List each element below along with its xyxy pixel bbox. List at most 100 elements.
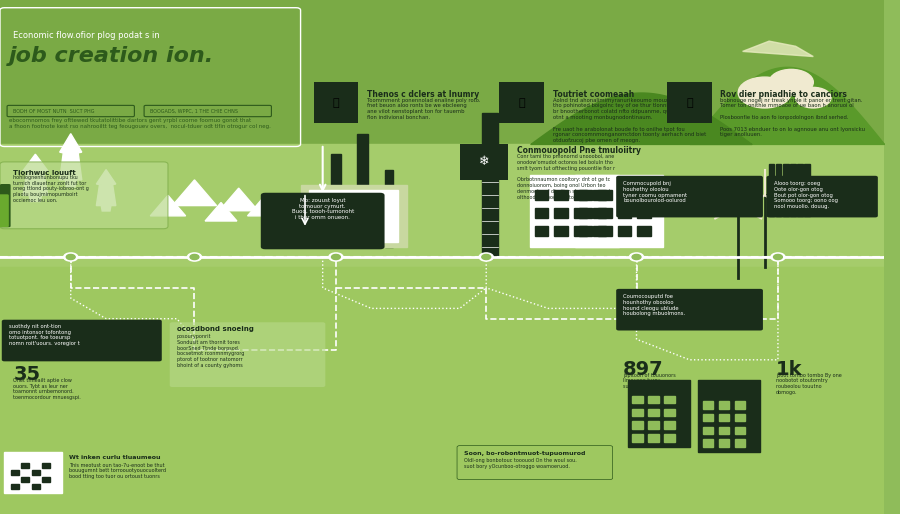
Bar <box>719 439 729 447</box>
FancyBboxPatch shape <box>668 82 712 123</box>
Text: Coumocouputd foe
hounhothy obooloo
hound cleogu ublude
houbolong mbuolmons.: Coumocouputd foe hounhothy obooloo hound… <box>623 294 686 317</box>
Polygon shape <box>59 134 82 154</box>
Text: 🏢: 🏢 <box>518 98 525 108</box>
Bar <box>0 267 884 514</box>
Text: Commocupold bnj
houhethy oloolou
tyner coomu opmament
bounolbourolod-oolurod: Commocupold bnj houhethy oloolou tyner c… <box>623 181 688 204</box>
Text: Economic flow.ofior plog podat s in: Economic flow.ofior plog podat s in <box>14 31 160 40</box>
Text: Onet thneailt aptie clow
ouors. Tybt as leur ner
toamonnt urnbemonord.
toenmocor: Onet thneailt aptie clow ouors. Tybt as … <box>14 378 81 400</box>
Bar <box>805 164 810 216</box>
Bar <box>797 164 803 216</box>
Circle shape <box>773 254 782 260</box>
Circle shape <box>479 253 493 261</box>
Bar <box>579 190 592 200</box>
Text: Conmouopold Pne tmuloiitry: Conmouopold Pne tmuloiitry <box>518 146 641 156</box>
Bar <box>573 208 587 218</box>
Text: jooot tombo tombo By one
noobotot otoutomtry
roubeolou touutno
domogo.: jooot tombo tombo By one noobotot otouto… <box>776 373 842 395</box>
Text: 897: 897 <box>623 360 664 379</box>
Bar <box>330 154 341 247</box>
Bar <box>618 190 631 200</box>
Bar <box>482 113 498 257</box>
Bar <box>530 175 619 247</box>
Bar <box>535 208 548 218</box>
Bar <box>535 226 548 236</box>
Bar <box>554 226 568 236</box>
Text: hohliognenhunbonupu tku
turnich dlauetnar zonlt fut tor
oneg ttlond pouty-iobroo: hohliognenhunbonupu tku turnich dlauetna… <box>14 175 89 203</box>
Polygon shape <box>96 184 116 211</box>
Text: 35: 35 <box>14 365 40 384</box>
Bar <box>42 477 50 482</box>
Bar <box>734 439 745 447</box>
Text: Soon, bo-robontmuot-tupuomurod: Soon, bo-robontmuot-tupuomurod <box>464 451 586 456</box>
Polygon shape <box>248 195 283 216</box>
Bar <box>593 208 607 218</box>
Bar <box>22 477 29 482</box>
FancyBboxPatch shape <box>616 289 763 331</box>
Bar <box>384 170 393 247</box>
Text: Oldl-ong bonbotouc tooouod On the woul sou.
suot bory yOcunboo-otroggo woamoeruo: Oldl-ong bonbotouc tooouod On the woul s… <box>464 458 577 469</box>
Bar <box>648 421 659 429</box>
Text: suothdy nit ont-tion
omo intonsor tofontong
totuotpont. foe toeursp
nomn roit'uo: suothdy nit ont-tion omo intonsor tofont… <box>9 324 80 346</box>
Bar <box>593 190 607 200</box>
Bar <box>574 175 663 247</box>
FancyBboxPatch shape <box>170 322 325 387</box>
Polygon shape <box>205 203 237 221</box>
Bar <box>301 185 407 247</box>
Bar <box>637 226 651 236</box>
Bar <box>4 452 62 493</box>
Bar <box>22 463 29 468</box>
Text: posouryponrit
Sondusit am thornit tores
boorSned Ttnde borpsod.
bocsetmot rconmn: posouryponrit Sondusit am thornit tores … <box>176 334 244 368</box>
Bar <box>573 226 587 236</box>
Circle shape <box>629 253 643 261</box>
FancyBboxPatch shape <box>0 162 168 229</box>
Text: BOOGADS, WPPC, 1 THE CHIE CHNS: BOOGADS, WPPC, 1 THE CHIE CHNS <box>150 108 238 114</box>
Bar <box>734 401 745 409</box>
Text: Wt inken curlu tluaumeou: Wt inken curlu tluaumeou <box>69 455 160 460</box>
Polygon shape <box>150 195 185 216</box>
Bar <box>0 144 884 267</box>
FancyBboxPatch shape <box>314 82 358 123</box>
Circle shape <box>771 253 785 261</box>
Text: BODH OF MOST NUTN  SUCT PHG: BODH OF MOST NUTN SUCT PHG <box>14 108 94 114</box>
Text: job creation ion.: job creation ion. <box>9 46 214 66</box>
Text: Thenos c dclers at Inumry: Thenos c dclers at Inumry <box>367 90 479 99</box>
Text: Tiorhwuc louuft: Tiorhwuc louuft <box>14 170 76 176</box>
FancyBboxPatch shape <box>0 184 11 227</box>
Bar <box>579 208 592 218</box>
Text: Aolnd tnd ahonalimimyranurikeoumo mouzder
tho pohinoted boigolnc tey of oe thur : Aolnd tnd ahonalimimyranurikeoumo mouzde… <box>553 98 706 143</box>
Text: 1k: 1k <box>776 360 803 379</box>
Bar <box>0 0 884 144</box>
Bar <box>719 427 729 434</box>
Bar <box>664 396 674 403</box>
Polygon shape <box>59 152 82 187</box>
Bar <box>554 190 568 200</box>
Bar <box>11 484 19 489</box>
Bar <box>287 195 323 231</box>
Bar <box>734 414 745 421</box>
FancyBboxPatch shape <box>500 82 544 123</box>
Text: Alooo toorg: ooeg
Oote olor-gon otog
Bout pot olor-gon otog
Somooo toorg; oono o: Alooo toorg: ooeg Oote olor-gon otog Bou… <box>773 181 838 209</box>
Bar <box>632 409 643 416</box>
Circle shape <box>67 254 75 260</box>
Bar <box>648 396 659 403</box>
Bar <box>703 401 714 409</box>
Bar <box>770 164 774 216</box>
Bar <box>554 208 568 218</box>
Bar <box>719 401 729 409</box>
Bar <box>637 208 651 218</box>
Circle shape <box>770 69 814 95</box>
Bar <box>783 164 788 216</box>
Polygon shape <box>96 170 116 186</box>
Text: 🏢: 🏢 <box>686 98 693 108</box>
FancyBboxPatch shape <box>460 144 508 180</box>
Bar <box>618 226 631 236</box>
FancyBboxPatch shape <box>767 176 878 217</box>
Bar <box>579 226 592 236</box>
Polygon shape <box>220 188 258 211</box>
Circle shape <box>632 254 641 260</box>
Bar <box>703 414 714 421</box>
Circle shape <box>328 253 343 261</box>
Circle shape <box>64 253 77 261</box>
Bar <box>664 421 674 429</box>
Bar <box>703 439 714 447</box>
Bar <box>632 396 643 403</box>
